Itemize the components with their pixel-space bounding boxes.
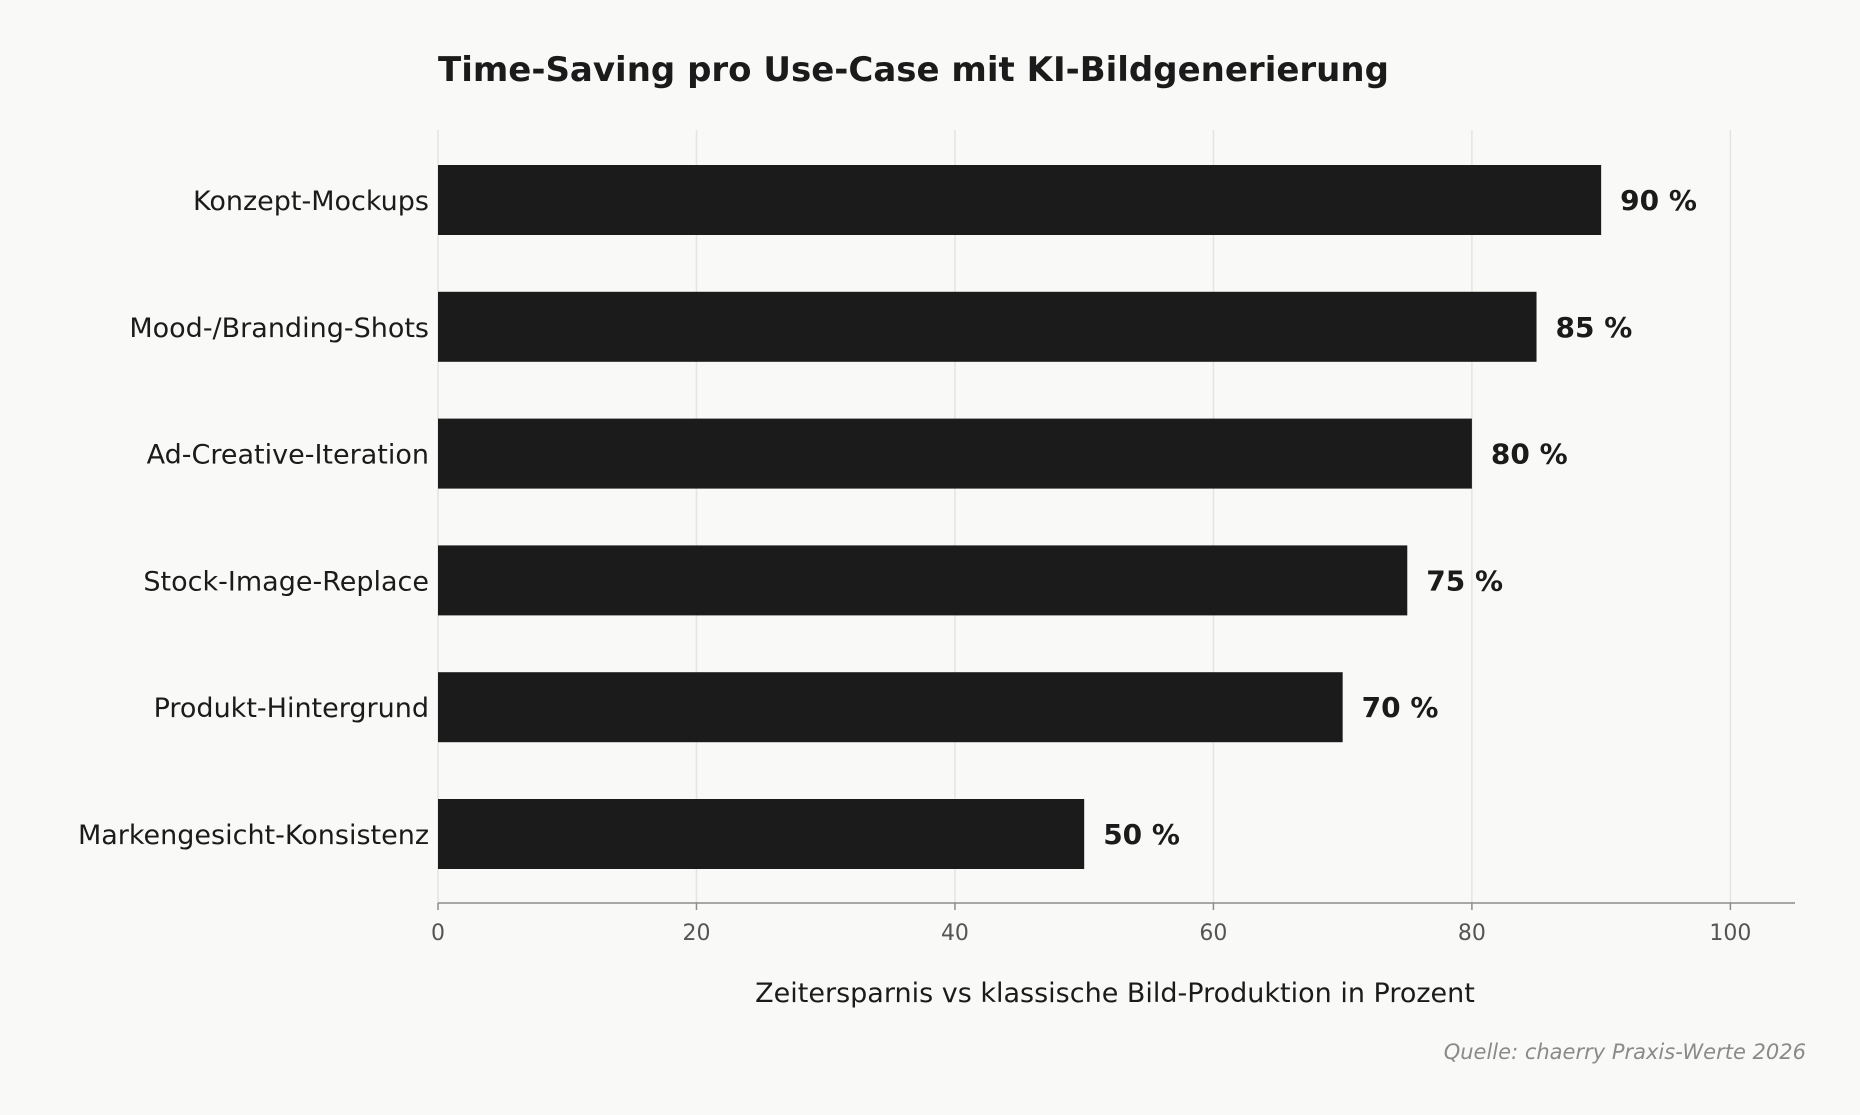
category-labels: Konzept-Mockups Mood-/Branding-Shots Ad-Cr… bbox=[78, 186, 429, 851]
chart-title: Time-Saving pro Use-Case mit KI-Bildgene… bbox=[438, 50, 1389, 90]
category-label: Mood-/Branding-Shots bbox=[129, 313, 429, 344]
bar bbox=[438, 545, 1408, 616]
x-axis: 0 20 40 60 80 100 bbox=[431, 902, 1795, 946]
bar bbox=[438, 291, 1537, 362]
bars bbox=[438, 165, 1602, 869]
category-label: Ad-Creative-Iteration bbox=[147, 440, 429, 471]
category-label: Markengesicht-Konsistenz bbox=[78, 820, 429, 851]
x-tick-label: 20 bbox=[682, 921, 710, 946]
bar bbox=[438, 418, 1472, 489]
x-tick-label: 100 bbox=[1709, 921, 1751, 946]
source-note: Quelle: chaerry Praxis-Werte 2026 bbox=[1444, 1040, 1806, 1064]
value-label: 80 % bbox=[1491, 438, 1568, 471]
x-tick-label: 0 bbox=[431, 921, 445, 946]
category-label: Stock-Image-Replace bbox=[143, 566, 429, 597]
value-label: 70 % bbox=[1362, 691, 1439, 724]
value-label: 75 % bbox=[1426, 564, 1503, 597]
category-label: Produkt-Hintergrund bbox=[154, 693, 429, 724]
bar bbox=[438, 799, 1085, 869]
x-tick-label: 60 bbox=[1199, 921, 1227, 946]
value-label: 50 % bbox=[1103, 818, 1180, 851]
bar bbox=[438, 165, 1602, 235]
value-labels: 90 % 85 % 80 % 75 % 70 % 50 % bbox=[1103, 184, 1697, 851]
x-axis-label: Zeitersparnis vs klassische Bild-Produkt… bbox=[755, 978, 1475, 1009]
bar bbox=[438, 672, 1343, 743]
grid-lines bbox=[437, 130, 1732, 903]
value-label: 85 % bbox=[1556, 311, 1633, 344]
x-tick-label: 80 bbox=[1458, 921, 1486, 946]
x-tick-label: 40 bbox=[941, 921, 969, 946]
category-label: Konzept-Mockups bbox=[193, 186, 429, 217]
value-label: 90 % bbox=[1620, 184, 1697, 217]
